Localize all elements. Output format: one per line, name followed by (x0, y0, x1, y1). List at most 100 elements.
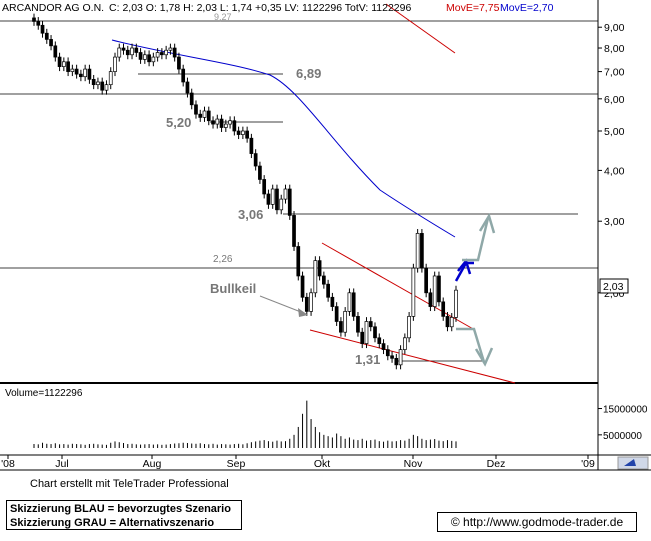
legend-blue: Skizzierung BLAU = bevorzugtes Szenario (10, 503, 231, 515)
volume-label: Volume=1122296 (5, 388, 83, 399)
y-tick-label: 7,00 (604, 67, 625, 79)
candle-body (245, 130, 249, 139)
header-symbol: ARCANDOR AG O.N. C: 2,03 O: 1,78 H: 2,03… (2, 2, 411, 14)
wedge-lower-line (309, 329, 516, 384)
candle-body (441, 301, 446, 317)
volume-bars-group (33, 400, 457, 448)
candle-body (155, 52, 160, 58)
candle-body (147, 54, 151, 63)
candle-body (347, 292, 352, 312)
candle-body (215, 118, 220, 125)
level-label-131: 1,31 (355, 352, 380, 367)
x-tick-label: '08 (1, 458, 15, 470)
candle-body (287, 188, 292, 216)
volume-axis: 15000000 5000000 (598, 405, 648, 442)
candle-body (198, 113, 203, 118)
candle-body (40, 24, 45, 34)
candle-body (49, 39, 53, 47)
url-box[interactable]: © http://www.godmode-trader.de (437, 512, 637, 532)
candle-body (61, 61, 66, 67)
x-tick-label: Jul (55, 458, 68, 470)
candle-body (330, 296, 335, 307)
candle-body (121, 47, 126, 51)
candle-body (428, 292, 433, 307)
bullkeil-pointer-arrowhead (298, 308, 308, 317)
candle-body (368, 321, 373, 328)
candle-body (117, 47, 122, 58)
candle-body (398, 349, 403, 366)
candle-body (241, 130, 245, 135)
candle-body (44, 32, 49, 40)
candle-body (134, 47, 139, 53)
candle-body (232, 120, 237, 132)
red-moving-average-line (385, 3, 456, 54)
x-tick-label: Sep (227, 458, 246, 470)
header-move1: MovE=7,75 (446, 2, 500, 14)
candle-body (168, 47, 173, 51)
volume-tick-label: 5000000 (603, 431, 642, 442)
header-symbol-text: ARCANDOR AG O.N. (2, 2, 104, 14)
legend-grey: Skizzierung GRAU = Alternativszenario (10, 517, 215, 529)
candle-body (177, 56, 181, 70)
y-tick-label: 3,00 (604, 216, 625, 228)
candle-body (189, 92, 194, 106)
candle-body (249, 137, 254, 154)
y-axis: 9,008,007,006,005,004,003,002,00 (598, 22, 625, 300)
grey-down-arrowhead (474, 347, 494, 367)
y-tick-label: 9,00 (604, 22, 625, 34)
x-tick-label: Okt (314, 458, 330, 470)
candle-body (79, 73, 83, 78)
candle-body (202, 110, 207, 118)
x-axis: '08 Jul Aug Sep Okt Nov Dez '09 (1, 455, 595, 470)
candle-body (258, 165, 262, 180)
wedge-upper-line (321, 242, 476, 331)
candle-body (360, 331, 365, 344)
legend-box: Skizzierung BLAU = bevorzugtes Szenario … (6, 500, 242, 530)
candle-body (432, 275, 437, 307)
candle-body (125, 49, 130, 56)
volume-tick-label: 15000000 (603, 405, 648, 416)
candle-body (53, 45, 58, 58)
candle-body (283, 188, 288, 200)
level-label-306: 3,06 (238, 207, 263, 222)
candle-body (275, 188, 279, 211)
candle-body (385, 349, 390, 357)
last-price-text: 2,03 (603, 281, 624, 293)
candle-body (32, 17, 36, 22)
candle-body (445, 316, 450, 328)
candle-body (356, 316, 360, 333)
candle-body (181, 68, 186, 83)
candles-group (32, 13, 458, 370)
candle-body (253, 153, 258, 167)
candle-body (262, 179, 267, 195)
blue-moving-average-line (111, 39, 456, 238)
grey-down-arrow (456, 327, 486, 363)
candle-body (236, 130, 241, 135)
candle-body (164, 49, 168, 56)
candle-body (402, 337, 407, 350)
candle-body (113, 56, 117, 72)
candle-body (74, 68, 79, 75)
candle-body (83, 68, 88, 78)
candle-body (172, 47, 177, 58)
candle-body (296, 246, 301, 277)
candle-body (194, 104, 198, 115)
candle-body (326, 283, 330, 298)
candle-body (351, 292, 356, 317)
credit-text: Chart erstellt mit TeleTrader Profession… (30, 478, 229, 490)
candle-body (104, 84, 109, 91)
level-label-689: 6,89 (296, 66, 321, 81)
candle-body (57, 56, 62, 67)
candle-body (185, 81, 190, 94)
y-tick-label: 5,00 (604, 126, 625, 138)
candle-body (454, 289, 458, 318)
candle-body (91, 78, 96, 86)
candle-body (411, 267, 416, 317)
candle-body (138, 52, 143, 60)
level-label-226: 2,26 (213, 254, 233, 265)
candle-body (424, 267, 429, 294)
candle-body (223, 123, 228, 128)
candle-body (377, 337, 382, 344)
candle-body (322, 275, 326, 285)
